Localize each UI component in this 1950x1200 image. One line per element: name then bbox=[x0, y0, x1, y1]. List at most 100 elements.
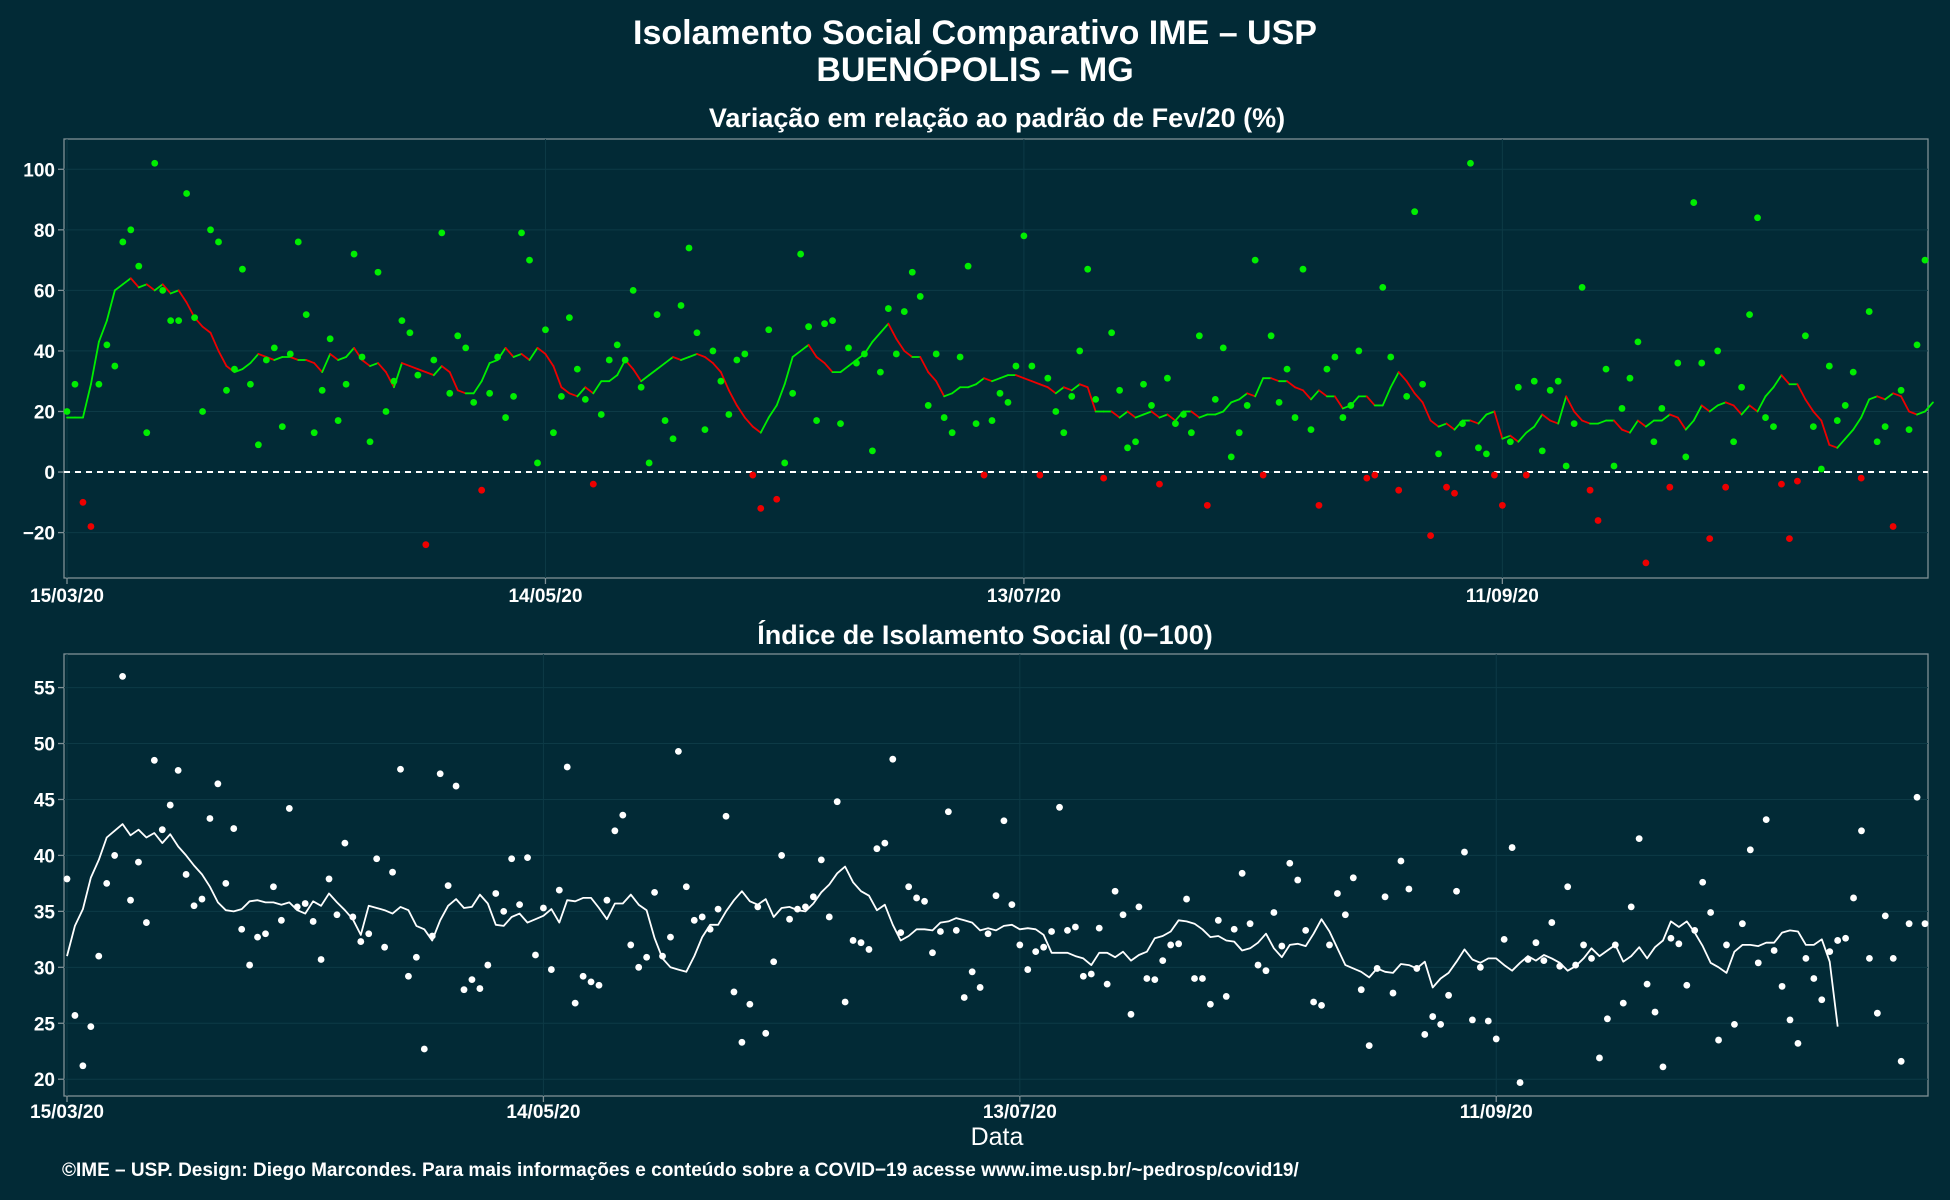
daily-point bbox=[805, 323, 813, 331]
daily-point bbox=[1461, 848, 1468, 856]
daily-point bbox=[1762, 816, 1770, 824]
daily-point bbox=[992, 892, 1000, 900]
daily-point bbox=[1634, 338, 1642, 346]
daily-point bbox=[1572, 961, 1580, 969]
daily-point bbox=[1530, 377, 1538, 385]
daily-point bbox=[1238, 869, 1246, 877]
moving-average-segment bbox=[999, 374, 1009, 380]
moving-average-segment bbox=[289, 356, 300, 361]
daily-point bbox=[1259, 471, 1267, 479]
panel2-grid bbox=[64, 654, 1928, 1096]
moving-average-segment bbox=[1613, 419, 1623, 431]
moving-average-segment bbox=[1230, 398, 1241, 404]
daily-point bbox=[948, 429, 956, 437]
daily-point bbox=[1459, 420, 1466, 427]
main-title-line1: Isolamento Social Comparativo IME – USP bbox=[633, 14, 1317, 52]
daily-point bbox=[605, 356, 613, 364]
daily-point bbox=[1339, 414, 1347, 421]
moving-average-segment bbox=[1700, 404, 1711, 413]
moving-average-segment bbox=[1708, 404, 1719, 413]
moving-average-segment bbox=[504, 347, 515, 358]
daily-point bbox=[916, 293, 924, 300]
daily-point bbox=[374, 268, 382, 276]
moving-average-segment bbox=[1796, 383, 1807, 401]
moving-average-segment bbox=[385, 371, 395, 389]
moving-average-segment bbox=[783, 356, 794, 386]
moving-average-segment bbox=[153, 283, 164, 292]
daily-point bbox=[1095, 924, 1103, 932]
daily-point bbox=[1905, 426, 1913, 434]
moving-average-segment bbox=[991, 377, 1001, 383]
y-tick-label: 0 bbox=[44, 463, 55, 484]
daily-point bbox=[1072, 923, 1079, 931]
daily-point bbox=[645, 459, 653, 467]
moving-average-segment bbox=[1692, 404, 1703, 422]
moving-average-segment bbox=[1557, 395, 1568, 425]
daily-point bbox=[900, 308, 908, 315]
daily-point bbox=[103, 341, 111, 349]
y-tick-label: 40 bbox=[34, 846, 55, 867]
daily-point bbox=[821, 320, 828, 328]
daily-point bbox=[1132, 438, 1139, 446]
daily-point bbox=[540, 904, 547, 912]
moving-average-segment bbox=[879, 322, 890, 334]
daily-point bbox=[629, 286, 637, 294]
daily-point bbox=[1092, 395, 1100, 403]
moving-average-segment bbox=[871, 331, 882, 343]
moving-average-segment bbox=[664, 356, 674, 364]
moving-average-segment bbox=[1429, 419, 1440, 428]
moving-average-segment bbox=[560, 386, 571, 395]
x-tick-label: 15/03/20 bbox=[30, 586, 104, 607]
daily-point bbox=[1626, 374, 1634, 382]
daily-point bbox=[714, 905, 722, 913]
daily-point bbox=[865, 946, 873, 953]
x-tick-label: 15/03/20 bbox=[30, 1102, 104, 1123]
daily-point bbox=[1500, 935, 1508, 943]
daily-point bbox=[845, 344, 852, 352]
moving-average-segment bbox=[1166, 413, 1177, 422]
daily-point bbox=[1064, 926, 1071, 934]
daily-point bbox=[1548, 919, 1556, 926]
moving-average-segment bbox=[249, 353, 260, 364]
daily-point bbox=[1020, 232, 1028, 240]
moving-average-segment bbox=[1900, 395, 1910, 413]
moving-average-segment bbox=[1884, 392, 1895, 401]
daily-point bbox=[175, 317, 183, 325]
moving-average-segment bbox=[759, 416, 770, 434]
moving-average-segment bbox=[321, 353, 332, 374]
daily-point bbox=[573, 365, 581, 373]
daily-point bbox=[1722, 483, 1730, 491]
daily-point bbox=[63, 408, 71, 415]
moving-average-segment bbox=[1222, 401, 1233, 413]
daily-point bbox=[452, 782, 460, 790]
daily-point bbox=[198, 895, 206, 903]
daily-point bbox=[1445, 991, 1452, 999]
daily-point bbox=[725, 411, 733, 418]
daily-point bbox=[1326, 941, 1333, 949]
daily-point bbox=[357, 938, 365, 945]
daily-point bbox=[1770, 947, 1778, 954]
daily-point bbox=[1016, 941, 1024, 949]
main-title-line2: BUENÓPOLIS – MG bbox=[816, 51, 1133, 89]
daily-point bbox=[1675, 940, 1683, 948]
moving-average-segment bbox=[1405, 380, 1416, 395]
moving-average-segment bbox=[1868, 395, 1879, 401]
moving-average-segment bbox=[377, 362, 387, 374]
daily-point bbox=[191, 314, 198, 322]
daily-point bbox=[1004, 399, 1012, 406]
daily-point bbox=[802, 903, 809, 911]
daily-point bbox=[667, 933, 674, 941]
moving-average-segment bbox=[1517, 431, 1528, 443]
daily-point bbox=[502, 414, 509, 421]
daily-point bbox=[988, 417, 996, 424]
y-tick-label: 25 bbox=[34, 1014, 56, 1035]
daily-point bbox=[349, 913, 357, 921]
moving-average-segment bbox=[512, 353, 523, 358]
moving-average-segment bbox=[807, 343, 818, 358]
daily-point bbox=[913, 894, 920, 902]
moving-average-segment bbox=[1908, 410, 1918, 416]
daily-point bbox=[809, 893, 817, 901]
daily-point bbox=[254, 441, 262, 449]
daily-point bbox=[1834, 937, 1842, 944]
daily-point bbox=[1151, 976, 1159, 984]
